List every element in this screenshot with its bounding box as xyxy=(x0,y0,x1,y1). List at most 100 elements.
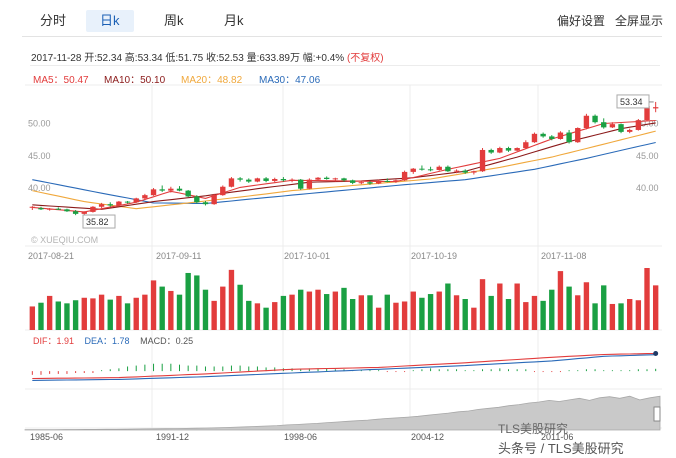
candle-body xyxy=(124,201,131,203)
volume-bar xyxy=(358,295,364,330)
candle-body xyxy=(644,106,650,121)
volume-bar xyxy=(38,302,44,330)
tab-zhouk[interactable]: 周k xyxy=(164,13,184,28)
candle-body xyxy=(618,124,624,132)
candle-body xyxy=(453,170,460,172)
candle-body xyxy=(272,179,278,181)
info-low-label: 低 xyxy=(165,53,176,64)
volume-bar xyxy=(272,302,278,330)
candle-body xyxy=(324,177,330,180)
info-low: 51.75 xyxy=(178,53,204,64)
volume-bar xyxy=(298,289,304,330)
low-annotation-box xyxy=(82,214,116,229)
candle-body xyxy=(237,178,243,180)
tab-rik[interactable]: 日k xyxy=(86,10,134,32)
candle-body xyxy=(479,149,486,172)
candle-body xyxy=(410,168,416,172)
adjust-toggle[interactable]: (不复权) xyxy=(346,53,384,64)
volume-bar xyxy=(202,289,209,330)
candle-body xyxy=(445,166,451,172)
volume-bar xyxy=(211,300,217,330)
volume-bar xyxy=(55,301,61,330)
candle-body xyxy=(315,177,321,180)
preferences-button[interactable]: 偏好设置 xyxy=(557,14,606,28)
y-tick-left: 50.00 xyxy=(28,119,51,129)
volume-bar xyxy=(575,295,581,330)
ma30-label: MA30：47.06 xyxy=(259,75,321,86)
volume-bar xyxy=(609,303,616,330)
candle-body xyxy=(601,122,607,128)
candle-body xyxy=(635,120,642,130)
dea-line xyxy=(32,354,656,381)
candle-body xyxy=(185,190,191,197)
y-tick-right: 40.00 xyxy=(636,183,659,193)
candle-body xyxy=(55,208,61,210)
y-tick-left: 40.00 xyxy=(28,183,51,193)
y-tick-right: 50.00 xyxy=(636,119,659,129)
history-x-tick: 2004-12 xyxy=(411,432,444,442)
volume-bar xyxy=(90,298,96,330)
tab-yuek[interactable]: 月k xyxy=(224,13,244,28)
info-open-label: 开 xyxy=(84,53,95,64)
volume-bar xyxy=(116,295,122,330)
candle-body xyxy=(609,124,616,128)
volume-bar xyxy=(124,303,131,330)
volume-bar xyxy=(254,303,261,330)
candle-body xyxy=(220,186,226,196)
candle-body xyxy=(142,195,148,199)
volume-bar xyxy=(479,279,486,330)
candle-body xyxy=(298,179,304,189)
candle-body xyxy=(583,115,590,129)
volume-bar xyxy=(220,286,226,330)
watermark-title: TLS美股研究 xyxy=(498,422,569,436)
volume-bar xyxy=(505,299,512,330)
volume-bar xyxy=(549,289,555,330)
volume-bar xyxy=(315,289,321,330)
volume-bar xyxy=(627,299,633,330)
candle-body xyxy=(159,189,165,191)
volume-bar xyxy=(540,300,546,330)
volume-bar xyxy=(497,283,503,330)
fullscreen-button[interactable]: 全屏显示 xyxy=(615,14,664,28)
history-area xyxy=(24,395,661,431)
x-tick-label: 2017-11-08 xyxy=(541,251,586,261)
volume-bar xyxy=(168,290,174,330)
volume-bar xyxy=(306,291,313,330)
candle-body xyxy=(514,148,520,151)
volume-bar xyxy=(176,294,183,330)
volume-bar xyxy=(410,291,416,330)
volume-bar xyxy=(324,294,330,330)
volume-bar xyxy=(471,307,477,330)
volume-bar xyxy=(384,294,390,330)
x-tick-label: 2017-09-11 xyxy=(156,251,201,261)
volume-bar xyxy=(185,272,191,330)
info-date: 2017-11-28 xyxy=(31,53,82,64)
candle-body xyxy=(531,133,538,143)
macd-legend: DIF：1.91 DEA：1.78 MACD：0.25 xyxy=(33,334,193,347)
volume-bar xyxy=(29,306,36,330)
info-open: 52.34 xyxy=(96,53,123,64)
volume-bar xyxy=(462,299,468,330)
volume-bar xyxy=(81,297,87,330)
candle-body xyxy=(150,189,157,196)
volume-bar xyxy=(644,268,650,330)
tab-fenshi[interactable]: 分时 xyxy=(40,13,67,28)
volume-bar xyxy=(46,295,53,330)
volume-bar xyxy=(419,297,425,330)
candle-body xyxy=(254,178,261,182)
candle-body xyxy=(419,168,425,170)
candle-body xyxy=(280,179,287,181)
candle-body xyxy=(523,142,529,149)
candle-body xyxy=(427,169,434,171)
candle-body xyxy=(557,132,564,139)
ma10-label: MA10：50.10 xyxy=(104,75,166,86)
candle-body xyxy=(176,188,183,191)
candle-body xyxy=(263,178,269,181)
volume-bar xyxy=(107,299,113,330)
candle-body xyxy=(375,180,382,184)
volume-bar xyxy=(142,294,148,330)
candle-body xyxy=(289,179,295,181)
volume-bar xyxy=(427,294,434,330)
candle-body xyxy=(228,178,235,187)
macd-endpoint xyxy=(653,350,659,356)
